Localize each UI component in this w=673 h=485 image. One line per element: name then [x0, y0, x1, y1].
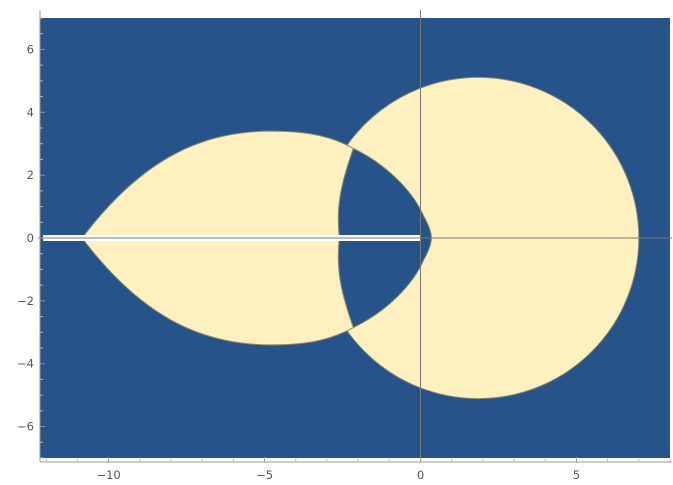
y-tick-label: 0	[27, 231, 34, 245]
x-tick-label: −10	[96, 468, 120, 482]
y-tick-label: −6	[17, 420, 34, 434]
x-tick-label: −5	[256, 468, 273, 482]
y-tick-label: 2	[27, 168, 34, 182]
y-tick-label: 6	[27, 42, 34, 56]
x-tick-label: 5	[573, 468, 580, 482]
y-tick-label: −2	[17, 294, 34, 308]
y-tick-label: −4	[17, 357, 34, 371]
x-tick-label: 0	[417, 468, 424, 482]
chart-axes: −10 −5 0 5 −6 −4 −2 0 2 4 6	[17, 10, 672, 482]
y-tick-label: 4	[27, 105, 34, 119]
